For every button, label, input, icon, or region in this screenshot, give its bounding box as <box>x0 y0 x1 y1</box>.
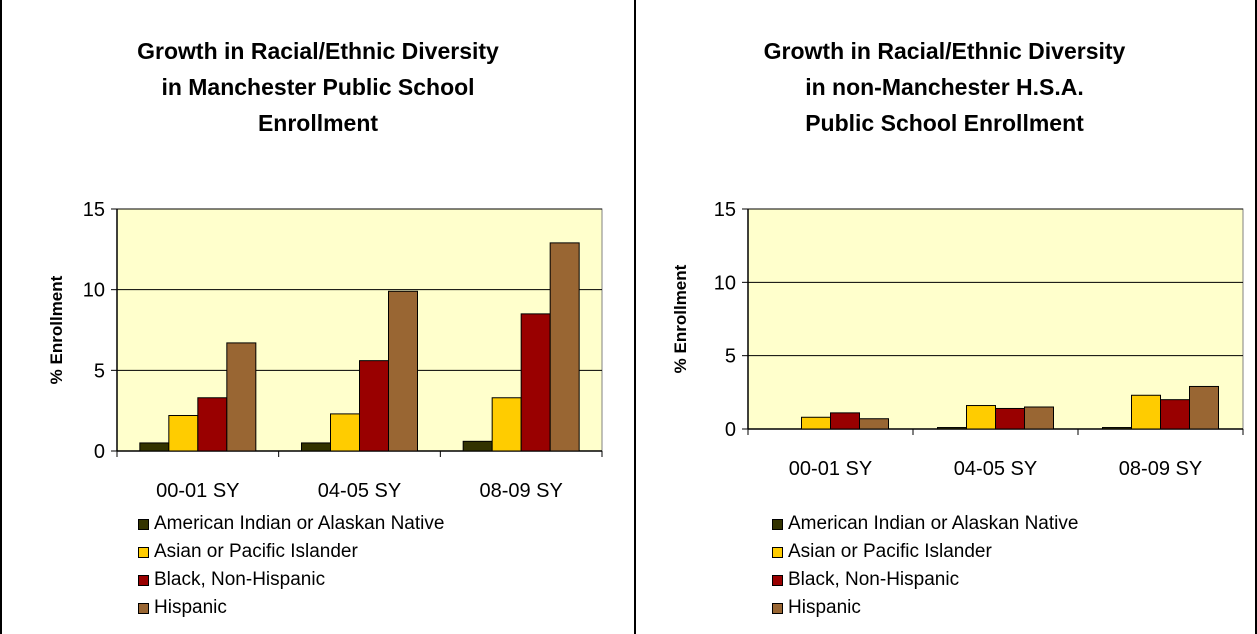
bar <box>359 360 389 452</box>
y-tick-label: 5 <box>725 346 736 368</box>
chart-panel-manchester: Growth in Racial/Ethnic Diversity in Man… <box>0 0 636 634</box>
bar <box>301 442 331 452</box>
y-tick-label: 0 <box>94 441 105 463</box>
legend-item: Black, Non-Hispanic <box>138 566 444 594</box>
y-tick-label: 0 <box>725 419 736 441</box>
legend-item: Black, Non-Hispanic <box>772 566 1078 594</box>
bar <box>859 418 889 430</box>
bar <box>1160 399 1190 430</box>
legend-label: Black, Non-Hispanic <box>154 569 326 590</box>
bar <box>801 416 831 430</box>
chart-panel-non-manchester: Growth in Racial/Ethnic Diversity in non… <box>634 0 1257 634</box>
legend-label: American Indian or Alaskan Native <box>154 513 445 534</box>
chart-title-line: Growth in Racial/Ethnic Diversity <box>137 38 499 64</box>
bar <box>830 412 860 430</box>
legend-label: Asian or Pacific Islander <box>154 541 358 562</box>
x-tick-label: 00-01 SY <box>156 480 239 502</box>
bar <box>226 342 257 452</box>
bar <box>995 407 1025 430</box>
chart-title: Growth in Racial/Ethnic Diversity in non… <box>634 33 1255 141</box>
legend-item: American Indian or Alaskan Native <box>772 510 1078 538</box>
legend-swatch <box>138 546 149 558</box>
y-axis-title: % Enrollment <box>671 264 690 373</box>
chart-title: Growth in Racial/Ethnic Diversity in Man… <box>2 33 634 141</box>
legend-label: Hispanic <box>154 597 227 618</box>
chart-svg: 0 5 10 15 % Enrollment 00-01 SY 04-05 SY 08-09 … <box>47 199 603 502</box>
bar <box>330 413 360 452</box>
legend-item: Asian or Pacific Islander <box>772 538 1078 566</box>
y-tick-label: 10 <box>83 280 105 302</box>
bar <box>197 397 228 452</box>
legend-label: Hispanic <box>788 597 861 618</box>
chart-title-line: in non-Manchester H.S.A. <box>805 74 1084 100</box>
y-axis-title: % Enrollment <box>47 275 66 384</box>
legend-swatch <box>772 518 783 530</box>
chart-title-line: Public School Enrollment <box>805 110 1084 136</box>
bar <box>549 242 580 452</box>
bar <box>462 440 493 452</box>
chart-title-line: Enrollment <box>257 110 379 136</box>
bar <box>1024 406 1054 430</box>
legend-swatch <box>138 574 149 586</box>
plot-area <box>747 208 1244 430</box>
x-tick-label: 08-09 SY <box>479 480 562 502</box>
legend-item: American Indian or Alaskan Native <box>138 510 444 538</box>
bar <box>139 442 170 452</box>
chart-svg: 0 5 10 15 % Enrollment 00-01 SY 04-05 SY 08-09 … <box>671 199 1244 480</box>
y-tick-label: 5 <box>94 360 105 382</box>
chart-title-line: in Manchester Public School <box>161 74 475 100</box>
y-tick-label: 15 <box>83 199 105 221</box>
bar <box>966 405 996 430</box>
legend-label: American Indian or Alaskan Native <box>788 513 1079 534</box>
x-tick-label: 04-05 SY <box>954 458 1037 480</box>
legend-label: Black, Non-Hispanic <box>788 569 960 590</box>
x-tick-label: 00-01 SY <box>789 458 872 480</box>
bar <box>1102 427 1132 430</box>
bar <box>1131 394 1161 430</box>
bar <box>937 427 967 430</box>
legend-swatch <box>138 518 149 530</box>
legend-swatch <box>138 602 149 614</box>
chart-legend: American Indian or Alaskan Native Asian o… <box>772 510 1078 622</box>
legend-swatch <box>772 574 783 586</box>
bar <box>520 313 551 452</box>
legend-item: Asian or Pacific Islander <box>138 538 444 566</box>
bar <box>168 415 199 452</box>
legend-label: Asian or Pacific Islander <box>788 541 992 562</box>
bar <box>388 290 418 452</box>
legend-item: Hispanic <box>772 594 1078 622</box>
bar <box>491 397 522 452</box>
bar <box>1189 385 1219 430</box>
x-tick-label: 04-05 SY <box>318 480 401 502</box>
legend-swatch <box>772 546 783 558</box>
legend-swatch <box>772 602 783 614</box>
chart-legend: American Indian or Alaskan Native Asian o… <box>138 510 444 622</box>
y-tick-label: 15 <box>714 199 736 221</box>
legend-item: Hispanic <box>138 594 444 622</box>
x-tick-label: 08-09 SY <box>1119 458 1202 480</box>
chart-title-line: Growth in Racial/Ethnic Diversity <box>763 38 1126 64</box>
y-tick-label: 10 <box>714 272 736 294</box>
